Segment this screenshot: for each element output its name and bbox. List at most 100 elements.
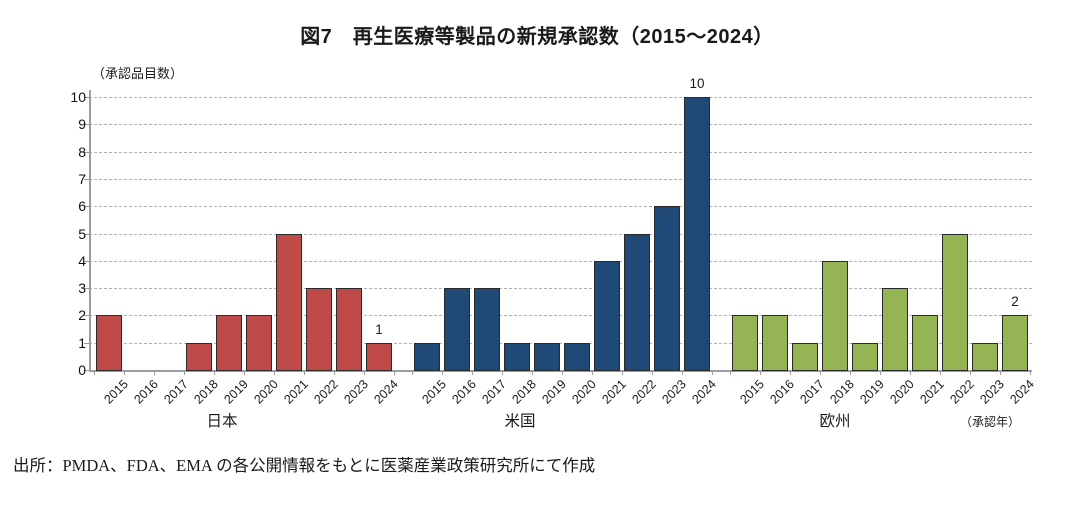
bar-米国-2020 bbox=[564, 342, 590, 371]
bar-欧州-2017 bbox=[792, 342, 818, 371]
x-tick-mark bbox=[94, 371, 95, 375]
gridline-y9 bbox=[89, 124, 1032, 126]
gridline-y5 bbox=[89, 233, 1032, 235]
y-tick-mark bbox=[84, 97, 89, 98]
group-label-欧州: 欧州 bbox=[819, 413, 851, 430]
x-tick-mark bbox=[880, 371, 881, 375]
x-tick-mark bbox=[364, 371, 365, 375]
y-axis-line bbox=[89, 90, 91, 371]
x-tick-mark bbox=[682, 371, 683, 375]
y-tick-label: 9 bbox=[78, 116, 86, 133]
bar-日本-2023 bbox=[336, 288, 362, 371]
y-tick-mark bbox=[84, 260, 89, 262]
x-tick-mark bbox=[820, 371, 821, 375]
y-tick-label: 10 bbox=[70, 89, 86, 105]
y-tick-mark bbox=[84, 178, 89, 180]
gridline-y10 bbox=[89, 97, 1032, 98]
y-tick-mark bbox=[84, 151, 89, 153]
x-tick-mark bbox=[1000, 371, 1001, 375]
bar-日本-2015 bbox=[96, 315, 122, 371]
bar-value-label-米国: 10 bbox=[689, 76, 705, 91]
x-tick-mark bbox=[394, 371, 395, 375]
bar-米国-2023 bbox=[654, 206, 680, 371]
x-tick-mark bbox=[214, 371, 215, 375]
x-tick-mark bbox=[532, 371, 533, 375]
x-tick-mark bbox=[622, 371, 623, 375]
y-tick-label: 5 bbox=[78, 225, 86, 242]
bar-欧州-2020 bbox=[882, 288, 908, 371]
y-tick-label: 3 bbox=[78, 280, 86, 297]
y-tick-label: 6 bbox=[78, 198, 86, 215]
bar-日本-2024 bbox=[366, 342, 392, 371]
bar-日本-2020 bbox=[246, 315, 272, 371]
bar-日本-2019 bbox=[216, 315, 242, 371]
x-tick-mark bbox=[472, 371, 473, 375]
y-tick-mark bbox=[84, 370, 89, 371]
x-axis-line bbox=[89, 370, 1032, 372]
x-tick-mark bbox=[712, 371, 713, 375]
x-tick-mark bbox=[442, 371, 443, 375]
x-tick-mark bbox=[730, 371, 731, 375]
y-tick-label: 4 bbox=[78, 252, 86, 269]
x-tick-mark bbox=[304, 371, 305, 375]
x-tick-mark bbox=[562, 371, 563, 375]
x-tick-mark bbox=[940, 371, 941, 375]
y-tick-mark bbox=[84, 124, 89, 126]
x-tick-mark bbox=[652, 371, 653, 375]
y-tick-label: 1 bbox=[78, 334, 86, 351]
bar-欧州-2015 bbox=[732, 315, 758, 371]
bar-米国-2018 bbox=[504, 342, 530, 371]
x-tick-mark bbox=[154, 371, 155, 375]
bar-欧州-2023 bbox=[972, 342, 998, 371]
bar-欧州-2019 bbox=[852, 342, 878, 371]
x-tick-mark bbox=[334, 371, 335, 375]
bar-日本-2018 bbox=[186, 342, 212, 371]
x-tick-mark bbox=[412, 371, 413, 375]
y-axis-unit-label: （承認品目数） bbox=[92, 66, 184, 81]
y-tick-mark bbox=[84, 288, 89, 290]
gridline-y7 bbox=[89, 178, 1032, 180]
y-tick-label: 0 bbox=[78, 362, 86, 378]
gridline-y6 bbox=[89, 206, 1032, 208]
group-label-日本: 日本 bbox=[206, 413, 238, 430]
x-tick-mark bbox=[760, 371, 761, 375]
gridline-y2 bbox=[89, 315, 1032, 317]
y-tick-label: 2 bbox=[78, 307, 86, 324]
bar-米国-2022 bbox=[624, 233, 650, 371]
group-label-米国: 米国 bbox=[504, 413, 536, 430]
gridline-y8 bbox=[89, 151, 1032, 153]
x-tick-mark bbox=[910, 371, 911, 375]
y-tick-mark bbox=[84, 315, 89, 317]
gridline-y1 bbox=[89, 342, 1032, 344]
x-tick-mark bbox=[244, 371, 245, 375]
x-tick-mark bbox=[970, 371, 971, 375]
x-tick-mark bbox=[850, 371, 851, 375]
bar-欧州-2024 bbox=[1002, 315, 1028, 371]
x-tick-mark bbox=[274, 371, 275, 375]
bar-欧州-2016 bbox=[762, 315, 788, 371]
y-tick-label: 7 bbox=[78, 170, 86, 187]
x-tick-mark bbox=[592, 371, 593, 375]
bar-欧州-2021 bbox=[912, 315, 938, 371]
y-tick-mark bbox=[84, 342, 89, 344]
bar-米国-2019 bbox=[534, 342, 560, 371]
bar-米国-2016 bbox=[444, 288, 470, 371]
y-tick-label: 8 bbox=[78, 143, 86, 160]
bar-日本-2022 bbox=[306, 288, 332, 371]
x-tick-mark bbox=[790, 371, 791, 375]
bar-value-label-欧州: 2 bbox=[1011, 294, 1019, 310]
bar-米国-2021 bbox=[594, 260, 620, 371]
bar-日本-2021 bbox=[276, 233, 302, 371]
x-tick-mark bbox=[502, 371, 503, 375]
y-tick-mark bbox=[84, 233, 89, 235]
source-note: 出所：PMDA、FDA、EMA の各公開情報をもとに医薬産業政策研究所にて作成 bbox=[13, 456, 596, 475]
gridline-y4 bbox=[89, 260, 1032, 262]
bar-value-label-日本: 1 bbox=[375, 321, 383, 337]
gridline-y3 bbox=[89, 288, 1032, 290]
y-tick-mark bbox=[84, 206, 89, 208]
bar-米国-2017 bbox=[474, 288, 500, 371]
bar-米国-2024 bbox=[684, 97, 710, 371]
bar-米国-2015 bbox=[414, 342, 440, 371]
x-tick-mark bbox=[1030, 371, 1031, 375]
